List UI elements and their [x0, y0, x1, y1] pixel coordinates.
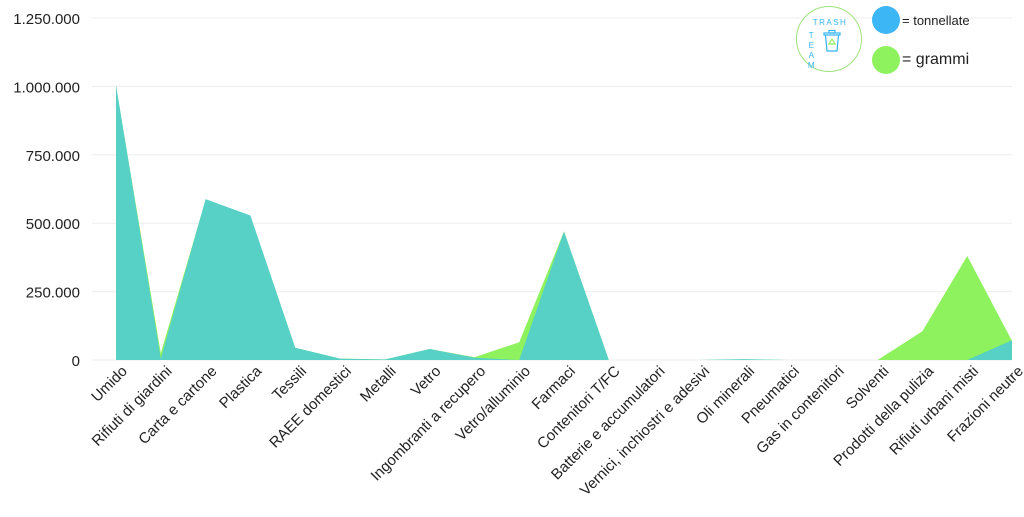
y-tick-label: 1.250.000	[13, 11, 80, 28]
logo-text-trash: TRASH	[797, 18, 863, 27]
recycle-bin-icon	[821, 29, 843, 53]
y-tick-label: 1.000.000	[13, 79, 80, 96]
legend-item-grammi: = grammi	[872, 46, 969, 74]
x-tick-label: Plastica	[216, 362, 266, 412]
x-tick-label: Umido	[88, 363, 131, 406]
legend-item-tonnellate: = tonnellate	[872, 6, 970, 34]
x-tick-label: Frazioni neutre	[944, 363, 1024, 446]
y-tick-label: 0	[72, 353, 80, 370]
x-tick-label: Metalli	[357, 363, 400, 406]
legend-label-tonnellate: = tonnellate	[902, 13, 970, 28]
y-tick-label: 500.000	[26, 216, 80, 233]
x-tick-label: Rifiuti di giardini	[89, 363, 176, 450]
series-area-tonnellate	[116, 85, 1012, 360]
x-tick-label: Tessili	[269, 363, 310, 404]
legend-label-grammi: = grammi	[902, 51, 969, 69]
x-tick-label: Vetro	[408, 363, 445, 400]
legend-swatch-grammi	[872, 46, 900, 74]
x-tick-label: RAEE domestici	[266, 363, 355, 452]
y-tick-label: 250.000	[26, 285, 80, 302]
legend-swatch-tonnellate	[872, 6, 900, 34]
x-tick-label: Carta e cartone	[135, 363, 220, 448]
y-tick-label: 750.000	[26, 148, 80, 165]
